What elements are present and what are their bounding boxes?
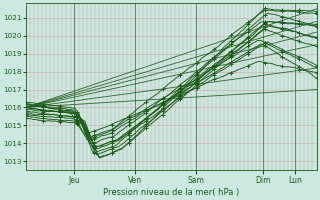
X-axis label: Pression niveau de la mer( hPa ): Pression niveau de la mer( hPa ) [103,188,239,197]
